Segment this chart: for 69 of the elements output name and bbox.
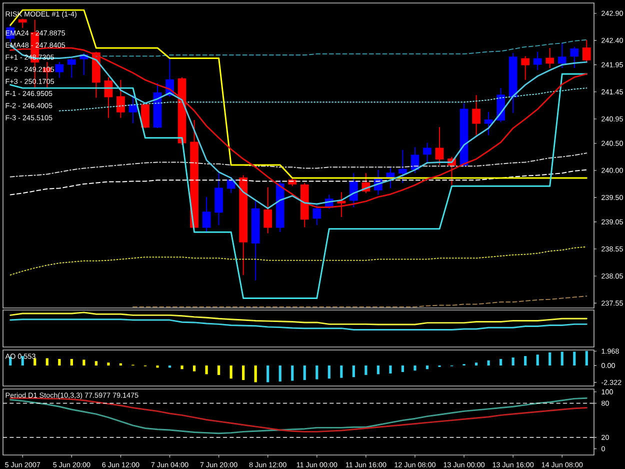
bar	[536, 354, 539, 366]
bar	[352, 365, 355, 378]
bar	[340, 365, 343, 378]
bar	[242, 365, 245, 380]
candlestick	[55, 62, 64, 78]
bar	[303, 365, 306, 380]
bar	[180, 365, 184, 370]
candlestick	[460, 102, 468, 167]
bar	[585, 350, 588, 366]
bar	[560, 352, 564, 366]
bar	[46, 358, 48, 366]
candlestick	[533, 51, 542, 71]
candlestick	[116, 79, 125, 118]
bar	[316, 365, 318, 380]
candlestick	[67, 58, 76, 78]
candlestick	[239, 174, 248, 276]
candlestick	[276, 180, 284, 233]
candlestick	[472, 94, 480, 136]
bar	[82, 360, 86, 366]
bar	[230, 365, 232, 379]
candlestick	[484, 111, 493, 136]
candlestick	[435, 126, 444, 166]
candlestick	[386, 168, 395, 189]
bar	[107, 362, 110, 366]
bar	[192, 365, 196, 372]
bar	[58, 358, 61, 366]
bar	[254, 365, 257, 382]
bar	[328, 365, 330, 379]
bar	[205, 365, 208, 374]
bar	[278, 365, 282, 382]
bar	[34, 358, 36, 366]
bar	[376, 365, 380, 374]
bar	[414, 365, 416, 371]
bar	[389, 365, 392, 374]
bar	[70, 358, 73, 366]
bar	[573, 352, 576, 366]
bar	[487, 360, 490, 366]
candlestick	[570, 46, 579, 69]
bar	[156, 365, 159, 368]
candlestick	[251, 200, 260, 281]
candlestick	[214, 172, 223, 226]
candlestick	[300, 182, 309, 228]
bar	[548, 352, 552, 366]
bar	[364, 365, 368, 375]
bar	[94, 361, 98, 366]
candlestick	[508, 52, 518, 114]
candlestick	[546, 47, 554, 69]
candlestick	[264, 186, 272, 234]
bar	[500, 358, 502, 366]
bar	[524, 356, 527, 366]
bar	[512, 358, 514, 366]
candlestick	[141, 103, 150, 129]
candlestick	[521, 56, 530, 80]
candlestick	[350, 172, 358, 208]
candlestick	[18, 18, 27, 28]
candlestick	[582, 39, 591, 63]
bar	[266, 365, 270, 382]
candlestick	[312, 204, 322, 226]
candlestick	[558, 42, 566, 69]
candlestick	[398, 149, 407, 184]
candlestick	[202, 196, 211, 233]
bar	[218, 365, 220, 375]
bar	[426, 365, 429, 370]
candlestick	[128, 94, 138, 124]
bar	[291, 365, 294, 381]
bar	[401, 365, 404, 372]
candlestick	[190, 120, 198, 228]
candlestick	[423, 142, 432, 164]
bar	[474, 362, 478, 366]
